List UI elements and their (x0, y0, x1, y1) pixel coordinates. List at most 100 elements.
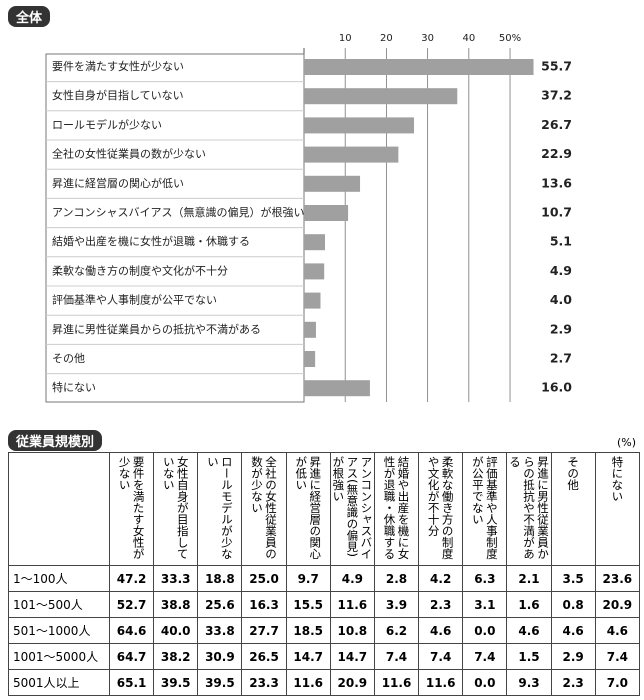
cell: 25.6 (197, 591, 243, 618)
bar (304, 88, 458, 105)
value-label: 13.6 (541, 175, 572, 190)
row-label: 501～1000人 (8, 617, 110, 644)
table: 要件を満たす女性が少ない 女性自身が目指していない ロールモデルが少ない 全社の女性従… (8, 452, 641, 696)
cell: 38.2 (153, 643, 199, 670)
bar (304, 146, 399, 163)
cell: 38.8 (153, 591, 199, 618)
cell: 52.7 (108, 591, 155, 618)
cell: 3.1 (462, 591, 508, 618)
cell: 3.9 (373, 591, 420, 618)
cell: 2.8 (373, 565, 420, 592)
column-header-text: 全社の女性従業員の数が少ない (250, 456, 279, 560)
category-label: 全社の女性従業員の数が少ない (52, 147, 206, 161)
bar (304, 175, 361, 192)
cell: 16.3 (241, 591, 287, 618)
bar (304, 292, 321, 309)
table-title: 従業員規模別 (8, 430, 103, 451)
cell: 1.6 (506, 591, 552, 618)
cell: 64.6 (108, 617, 155, 644)
cell: 20.9 (594, 591, 641, 618)
column-header: ロールモデルが少ない (197, 452, 243, 566)
row-label: 1～100人 (8, 565, 110, 592)
column-header-text: その他 (566, 456, 581, 491)
category-label: その他 (52, 352, 85, 365)
value-label: 4.9 (550, 263, 572, 278)
column-header: 特にない (594, 452, 641, 566)
cell: 2.9 (550, 643, 596, 670)
cell: 18.8 (197, 565, 243, 592)
cell: 4.2 (418, 565, 464, 592)
cell: 14.7 (285, 643, 331, 670)
cell: 23.3 (241, 669, 287, 696)
cell: 7.4 (418, 643, 464, 670)
category-label: 昇進に男性従業員からの抵抗や不満がある (52, 322, 261, 336)
value-label: 10.7 (541, 205, 572, 220)
cell: 2.3 (418, 591, 464, 618)
category-label: 要件を満たす女性が少ない (52, 59, 184, 73)
cell: 6.2 (373, 617, 420, 644)
category-label: 昇進に経営層の関心が低い (52, 176, 184, 190)
value-label: 5.1 (550, 234, 572, 249)
value-label: 22.9 (541, 146, 572, 161)
cell: 2.1 (506, 565, 552, 592)
bar (304, 263, 325, 280)
cell: 18.5 (285, 617, 331, 644)
column-header: 全社の女性従業員の数が少ない (241, 452, 287, 566)
cell: 30.9 (197, 643, 243, 670)
cell: 2.3 (550, 669, 596, 696)
cell: 7.4 (373, 643, 420, 670)
x-tick-label: 20 (380, 33, 393, 44)
cell: 7.4 (594, 643, 641, 670)
column-header-text: 要件を満たす女性が少ない (117, 456, 146, 560)
category-label: 特にない (52, 380, 96, 394)
cell: 9.3 (506, 669, 552, 696)
column-header: 女性自身が目指していない (153, 452, 199, 566)
table-row: 5001人以上 65.1 39.5 39.5 23.3 11.6 20.9 11.6 11.6 0… (8, 669, 641, 696)
chart: 10 20 30 40 50% 要件を満たす女性が少ない 55.7 女性自身が目指していない 3… (45, 33, 572, 403)
category-label: 女性自身が目指していない (52, 88, 184, 102)
bar (304, 205, 349, 221)
bar (304, 351, 316, 367)
bar (304, 117, 415, 134)
cell: 65.1 (108, 669, 155, 696)
column-header (8, 452, 110, 566)
column-header-text: 特にない (610, 456, 625, 502)
column-header: 要件を満たす女性が少ない (108, 452, 155, 566)
value-label: 16.0 (541, 380, 572, 395)
column-header: その他 (550, 452, 596, 566)
table-row: 101～500人 52.7 38.8 25.6 16.3 15.5 11.6 3.9 2.3 3.… (8, 591, 641, 618)
row-label: 101～500人 (8, 591, 110, 618)
bar (304, 234, 326, 251)
cell: 4.6 (418, 617, 464, 644)
cell: 47.2 (108, 565, 155, 592)
x-tick-label: 10 (339, 33, 352, 44)
category-label: アンコンシャスバイアス（無意識の偏見）が根強い (52, 205, 305, 219)
x-tick-label: 30 (421, 33, 434, 44)
row-label: 1001～5000人 (8, 643, 110, 670)
value-label: 2.7 (550, 351, 572, 366)
chart-title: 全体 (8, 6, 51, 27)
column-header-text: アンコンシャスバイアス(無意識の偏見)が根強い (331, 456, 374, 560)
cell: 39.5 (197, 669, 243, 696)
cell: 3.5 (550, 565, 596, 592)
bar (304, 59, 534, 75)
cell: 4.6 (594, 617, 641, 644)
bar (304, 321, 316, 338)
column-header-text: 結婚や出産を機に女性が退職・休職する (382, 456, 411, 560)
table-unit: (%) (616, 436, 636, 449)
cell: 0.8 (550, 591, 596, 618)
category-label: 結婚や出産を機に女性が退職・休職する (52, 234, 250, 248)
table-row: 501～1000人 64.6 40.0 33.8 27.7 18.5 10.8 6.2 4.6 0… (8, 617, 641, 644)
cell: 23.6 (594, 565, 641, 592)
cell: 9.7 (285, 565, 331, 592)
bar (304, 380, 370, 397)
column-header: 評価基準や人事制度が公平でない (462, 452, 508, 566)
table-row: 1001～5000人 64.7 38.2 30.9 26.5 14.7 14.7 7.4 7.4… (8, 643, 641, 670)
column-header: 柔軟な働き方の制度や文化が不十分 (418, 452, 464, 566)
cell: 6.3 (462, 565, 508, 592)
category-label: 柔軟な働き方の制度や文化が不十分 (52, 263, 228, 277)
cell: 40.0 (153, 617, 199, 644)
cell: 7.0 (594, 669, 641, 696)
cell: 33.3 (153, 565, 199, 592)
